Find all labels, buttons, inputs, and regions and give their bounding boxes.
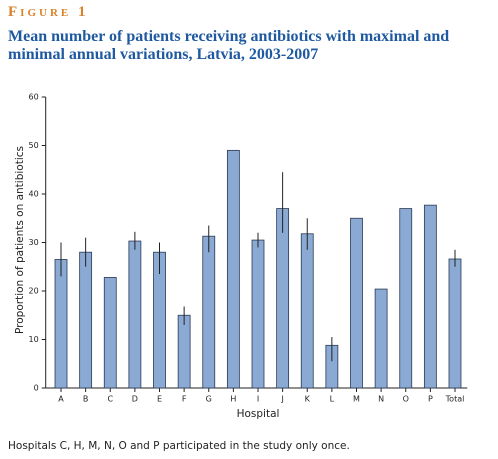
y-tick-label: 0	[34, 384, 39, 393]
x-tick-label: A	[58, 395, 64, 404]
y-tick-label: 40	[29, 190, 39, 199]
y-tick-label: 60	[29, 93, 39, 102]
x-tick-label: I	[257, 395, 259, 404]
y-tick-label: 20	[29, 287, 39, 296]
y-tick-label: 30	[29, 238, 39, 247]
chart-title: Mean number of patients receiving antibi…	[8, 28, 450, 63]
x-tick-label: M	[353, 395, 360, 404]
bar	[202, 235, 216, 389]
x-tick-label: L	[330, 395, 335, 404]
figure-label: Figure 1	[8, 4, 89, 20]
x-tick-label: O	[403, 395, 409, 404]
bar	[226, 149, 240, 389]
x-tick-label: D	[132, 395, 138, 404]
bar	[103, 277, 117, 389]
bar	[448, 258, 462, 389]
x-tick-label: P	[428, 395, 433, 404]
bar	[54, 259, 68, 389]
x-tick-label: F	[182, 395, 187, 404]
bar	[374, 288, 388, 389]
x-tick-label: Total	[445, 395, 465, 404]
x-tick-label: N	[378, 395, 384, 404]
y-axis-label: Proportion of patients on antibiotics	[14, 146, 26, 334]
x-tick-label: E	[157, 395, 162, 404]
chart: Proportion of patients on antibiotics Ho…	[14, 93, 468, 420]
bar	[79, 251, 93, 389]
x-tick-label: J	[280, 395, 283, 404]
x-tick-label: G	[206, 395, 212, 404]
bar	[251, 239, 265, 389]
footnote: Hospitals C, H, M, N, O and P participat…	[8, 440, 350, 452]
bar	[300, 233, 314, 389]
bar	[350, 217, 363, 389]
x-tick-label: B	[83, 395, 89, 404]
y-tick-label: 50	[29, 141, 39, 150]
bar	[276, 208, 290, 389]
x-axis-label: Hospital	[237, 408, 280, 420]
y-tick-label: 10	[29, 335, 39, 344]
x-tick-label: H	[230, 395, 236, 404]
bar	[399, 208, 413, 389]
bar	[128, 240, 142, 389]
bar	[423, 204, 437, 389]
x-tick-label: K	[305, 395, 311, 404]
x-tick-label: C	[107, 395, 113, 404]
bar	[177, 314, 191, 389]
